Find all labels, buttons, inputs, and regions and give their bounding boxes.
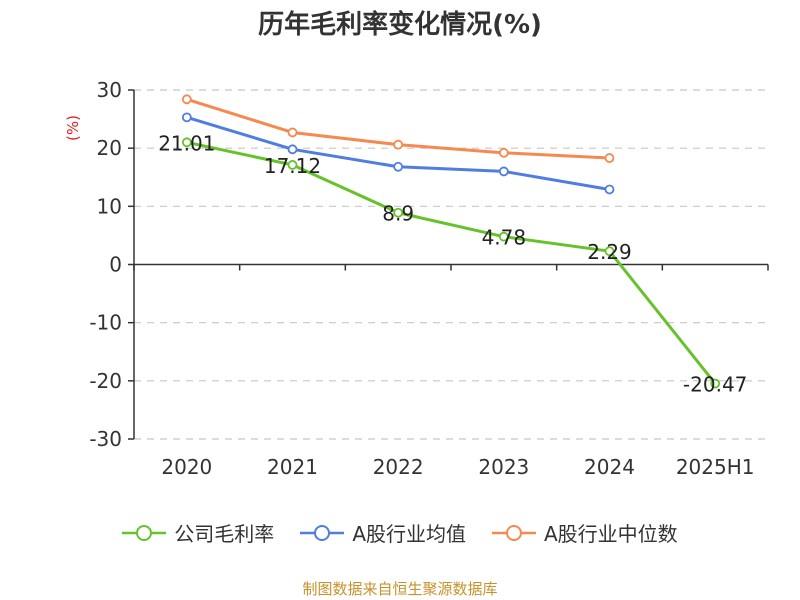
y-axis-label: (%) [64, 115, 82, 141]
data-point [710, 378, 721, 389]
data-label: 17.12 [264, 154, 321, 178]
y-tick-label: 20 [97, 136, 122, 160]
series-line [186, 115, 610, 191]
y-tick-label: -10 [89, 311, 122, 335]
data-point [393, 161, 404, 172]
legend-label: A股行业中位数 [544, 522, 678, 546]
axes: 30 20 10 0 -10 -20 -30 2020 2021 2022 2023 2024 2025… [89, 78, 769, 479]
data-point [498, 231, 509, 242]
data-point [604, 246, 615, 257]
legend-marker-icon [300, 524, 345, 541]
data-label: 2.29 [587, 240, 632, 264]
y-tick-label: 10 [97, 194, 122, 218]
data-point [393, 139, 404, 150]
legend-item-industry-median[interactable]: A股行业中位数 [492, 518, 678, 547]
legend-label: 公司毛利率 [174, 522, 275, 546]
x-tick-label: 2023 [478, 455, 529, 479]
chart-title: 历年毛利率变化情况(%) [258, 10, 542, 40]
data-point [181, 112, 192, 123]
data-point [287, 160, 298, 170]
data-label: 4.78 [482, 226, 527, 250]
data-point [181, 94, 192, 105]
data-point [287, 144, 298, 155]
data-point [604, 184, 615, 195]
data-point [287, 127, 298, 138]
y-tick-label: 0 [109, 253, 122, 277]
x-tick-label: 2020 [161, 455, 212, 479]
x-tick-label: 2024 [584, 455, 635, 479]
legend-label: A股行业均值 [352, 522, 466, 546]
legend-marker-icon [492, 524, 536, 541]
legend-item-company[interactable]: 公司毛利率 [122, 518, 274, 547]
data-labels: 21.01 17.12 8.9 4.78 2.29 -20.47 [158, 131, 747, 396]
y-tick-label: 30 [97, 78, 122, 102]
source-note: 制图数据来自恒生聚源数据库 [302, 580, 498, 598]
data-label: 21.01 [158, 131, 215, 155]
legend: 公司毛利率 A股行业均值 A股行业中位数 [0, 518, 800, 547]
data-point [498, 166, 509, 177]
data-point [604, 153, 615, 163]
legend-item-industry-avg[interactable]: A股行业均值 [300, 518, 466, 547]
series [181, 94, 721, 389]
legend-marker-icon [122, 524, 167, 541]
data-label: 8.9 [382, 202, 414, 226]
data-point [181, 137, 192, 148]
y-tick-label: -30 [89, 427, 122, 451]
x-tick-label: 2021 [267, 455, 318, 479]
data-point [393, 207, 404, 218]
x-tick-label: 2022 [373, 455, 424, 479]
data-label: -20.47 [683, 373, 747, 397]
series-line [186, 140, 717, 385]
data-point [498, 147, 509, 158]
y-tick-label: -20 [89, 369, 122, 393]
x-tick-label: 2025H1 [676, 455, 755, 479]
